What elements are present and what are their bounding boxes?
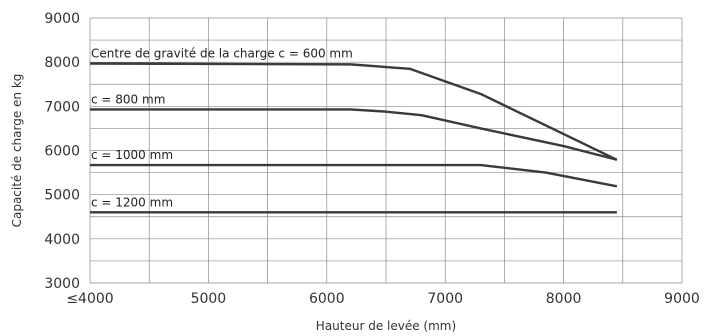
- y-tick-label: 6000: [44, 144, 80, 160]
- series-line-3: [90, 163, 618, 188]
- x-tick-label: 6000: [309, 291, 345, 307]
- grid: [89, 17, 683, 284]
- x-tick-label: 5000: [191, 291, 227, 307]
- y-tick-label: 8000: [44, 55, 80, 71]
- y-axis-title: Capacité de charge en kg: [10, 74, 24, 228]
- series-line-1: [89, 62, 618, 161]
- x-axis-title: Hauteur de levée (mm): [316, 319, 456, 333]
- series-label-3: c = 1000 mm: [91, 148, 173, 162]
- x-tick-label: 7000: [427, 291, 463, 307]
- series-label-4: c = 1200 mm: [91, 195, 173, 209]
- y-tick-label: 7000: [44, 99, 80, 115]
- series-label-1: Centre de gravité de la charge c = 600 m…: [91, 46, 353, 60]
- x-tick-label: ≤4000: [66, 291, 113, 307]
- x-tick-label: 9000: [664, 291, 700, 307]
- x-tick-label: 8000: [546, 291, 582, 307]
- y-tick-label: 3000: [44, 276, 80, 292]
- x-axis-ticks: ≤4000 5000 6000 7000 8000 9000: [66, 291, 700, 307]
- series-labels: Centre de gravité de la charge c = 600 m…: [91, 46, 353, 209]
- series-lines: [89, 62, 618, 214]
- series-line-2: [90, 108, 618, 161]
- y-axis-ticks: 3000 4000 5000 6000 7000 8000 9000: [44, 11, 80, 292]
- series-label-2: c = 800 mm: [91, 92, 165, 106]
- y-tick-label: 4000: [44, 232, 80, 248]
- y-tick-label: 9000: [44, 11, 80, 27]
- y-tick-label: 5000: [44, 188, 80, 204]
